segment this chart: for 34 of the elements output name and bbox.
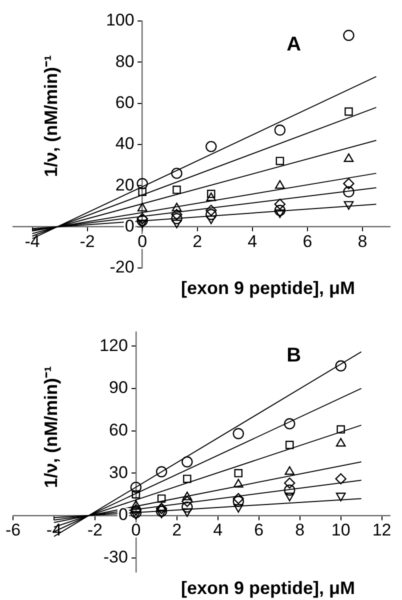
x-tick-label: 10 [331,520,350,540]
y-tick-label: -30 [103,548,128,567]
annotation: B [286,344,302,367]
x-tick-label: 6 [254,520,264,540]
y-tick-label: 40 [115,134,134,154]
annotation: A [286,34,302,56]
x-tick-label: 4 [248,232,258,252]
x-tick-label: 12 [372,520,392,540]
y-tick-label: 90 [109,378,128,398]
y-tick-label: -20 [110,258,134,277]
y-tick-label: 20 [115,175,134,194]
x-tick-label: -6 [5,520,21,540]
x-axis-title: [exon 9 peptide], μM [180,278,356,298]
y-tick-label: 100 [106,10,134,30]
y-tick-label: 80 [115,52,134,71]
x-tick-label: 2 [172,520,182,540]
y-tick-label: 60 [115,93,134,112]
y-tick-label: 0 [118,505,128,524]
y-tick-label: 120 [100,336,128,355]
x-tick-label: -2 [87,520,103,540]
y-axis-title: 1/ν, (nM/min)⁻¹ [40,54,61,177]
x-tick-label: -4 [24,232,40,252]
x-tick-label: 8 [358,232,368,252]
y-tick-label: 60 [109,420,128,440]
x-tick-label: -2 [80,232,95,252]
x-tick-label: 2 [192,232,202,252]
x-axis-title: [exon 9 peptide], μM [180,578,356,598]
y-tick-label: 0 [124,216,134,236]
x-tick-label: 6 [302,232,312,252]
x-tick-label: 0 [138,232,148,252]
y-axis-title: 1/ν, (nM/min)⁻¹ [40,366,61,488]
x-tick-label: 4 [213,520,223,540]
x-tick-label: 8 [295,520,305,540]
y-tick-label: 30 [109,462,128,482]
